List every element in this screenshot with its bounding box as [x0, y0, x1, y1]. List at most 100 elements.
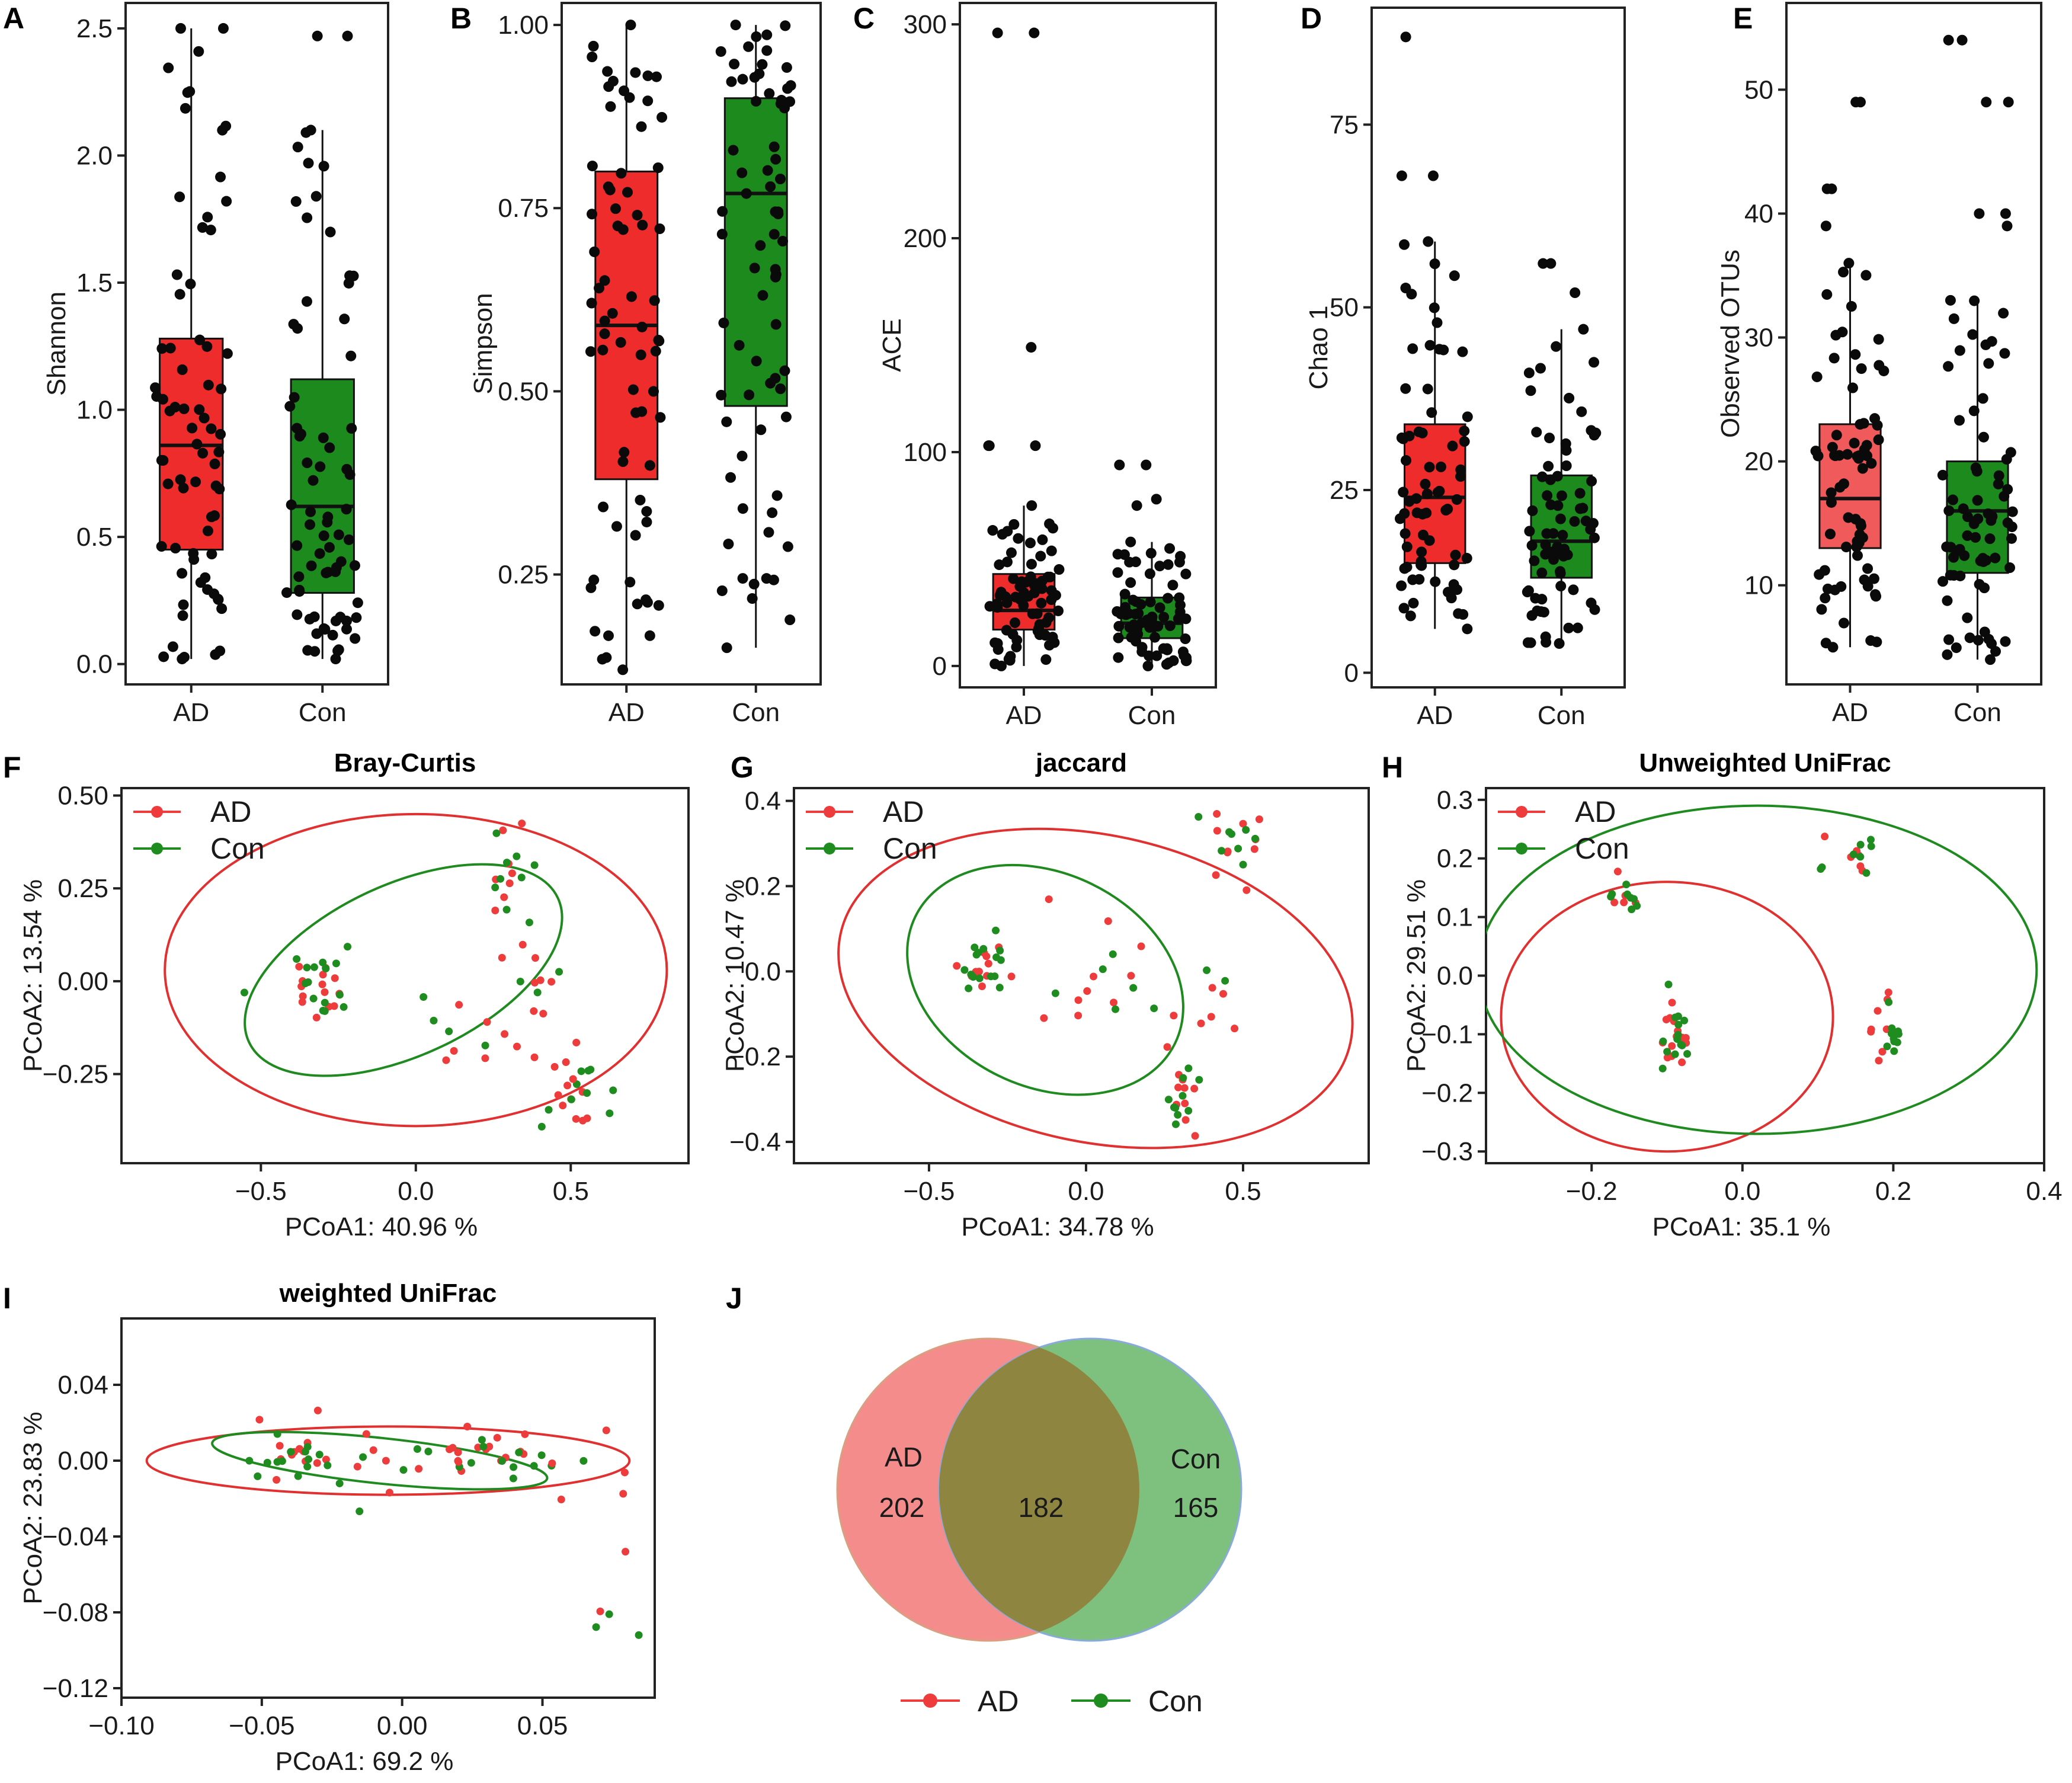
- venn-legend: AD Con: [901, 1685, 1203, 1718]
- x-tick-label: 0.05: [517, 1711, 568, 1740]
- data-point: [744, 389, 755, 401]
- data-point: [747, 593, 758, 604]
- data-point: [1821, 183, 1833, 194]
- point-con: [324, 1461, 332, 1470]
- point-con: [517, 873, 526, 882]
- point-con: [510, 1463, 518, 1471]
- data-point: [1990, 552, 2001, 564]
- point-con: [1178, 1091, 1187, 1100]
- data-point: [1009, 617, 1020, 628]
- ellipse-AD: [164, 812, 668, 1128]
- data-point: [636, 321, 648, 332]
- point-ad: [1242, 886, 1251, 894]
- data-point: [992, 27, 1003, 39]
- data-point: [775, 98, 786, 109]
- point-con: [516, 977, 524, 985]
- data-point: [1029, 587, 1040, 598]
- data-point: [318, 623, 329, 634]
- data-point: [1868, 573, 1879, 584]
- data-point: [1449, 559, 1460, 571]
- x-tick-label: 0.2: [1875, 1177, 1911, 1206]
- data-point: [318, 432, 329, 443]
- data-point: [2007, 506, 2018, 517]
- data-point: [305, 124, 316, 136]
- point-con: [1242, 825, 1250, 834]
- data-point: [150, 382, 161, 393]
- point-ad: [313, 1406, 322, 1414]
- point-con: [263, 1458, 271, 1467]
- data-point: [1407, 343, 1418, 354]
- point-ad: [499, 826, 507, 834]
- data-point: [1401, 541, 1413, 552]
- panel-letter-F: F: [3, 751, 21, 784]
- point-ad: [1174, 1083, 1183, 1091]
- legend-marker: [1516, 843, 1527, 854]
- data-point: [1455, 464, 1466, 475]
- point-ad: [518, 820, 526, 828]
- data-point: [210, 480, 222, 491]
- plot-frame: [1370, 7, 1626, 689]
- point-con: [1630, 895, 1638, 903]
- data-point: [587, 209, 598, 220]
- data-point: [649, 295, 660, 306]
- data-point: [642, 70, 654, 81]
- data-point: [302, 212, 313, 223]
- point-con: [537, 1451, 546, 1459]
- data-point: [197, 222, 208, 233]
- data-point: [1862, 581, 1874, 592]
- point-con: [965, 984, 973, 993]
- data-point: [1998, 308, 2009, 319]
- point-ad: [1207, 1013, 1215, 1021]
- point-con: [305, 1455, 313, 1464]
- data-point: [622, 187, 633, 198]
- point-con: [1184, 1107, 1193, 1115]
- data-point: [1035, 550, 1046, 562]
- data-point: [644, 460, 655, 471]
- data-point: [594, 283, 605, 294]
- data-point: [1968, 405, 1980, 417]
- data-point: [175, 23, 186, 34]
- point-ad: [984, 959, 992, 968]
- point-con: [245, 1457, 254, 1465]
- data-point: [341, 504, 352, 515]
- plot-frame: [120, 1317, 656, 1699]
- point-ad: [1181, 1099, 1189, 1107]
- data-point: [1580, 516, 1591, 527]
- point-ad: [493, 1433, 501, 1442]
- point-con: [502, 905, 511, 914]
- data-point: [1462, 411, 1473, 422]
- data-point: [292, 609, 303, 620]
- point-con: [606, 1109, 614, 1118]
- point-ad: [518, 940, 527, 949]
- data-point: [1524, 526, 1535, 537]
- legend-label-Con: Con: [1575, 832, 1629, 865]
- data-point: [1421, 488, 1433, 500]
- data-point: [726, 76, 737, 87]
- data-point: [1408, 597, 1419, 609]
- y-tick-label: 10: [1744, 571, 1773, 600]
- point-ad: [1668, 998, 1676, 1007]
- data-point: [312, 30, 323, 41]
- x-tick-label: −0.2: [1566, 1177, 1618, 1206]
- point-con: [322, 964, 330, 972]
- data-point: [1543, 460, 1554, 472]
- point-con: [960, 966, 969, 974]
- data-point: [748, 578, 760, 590]
- data-point: [1416, 546, 1427, 558]
- data-point: [339, 313, 350, 325]
- data-point: [1871, 591, 1882, 602]
- data-point: [1831, 430, 1842, 441]
- data-point: [1431, 317, 1443, 328]
- point-con: [1164, 1096, 1173, 1104]
- data-point: [1001, 597, 1013, 609]
- point-ad: [562, 1058, 570, 1067]
- data-point: [1399, 508, 1410, 519]
- data-point: [610, 203, 621, 215]
- point-con: [530, 861, 539, 869]
- data-point: [1589, 357, 1600, 368]
- y-tick-label: −0.2: [1421, 1078, 1473, 1107]
- point-ad: [382, 1457, 390, 1465]
- x-axis-label: PCoA1: 34.78 %: [961, 1212, 1154, 1241]
- data-point: [1164, 620, 1176, 632]
- data-point: [736, 450, 748, 462]
